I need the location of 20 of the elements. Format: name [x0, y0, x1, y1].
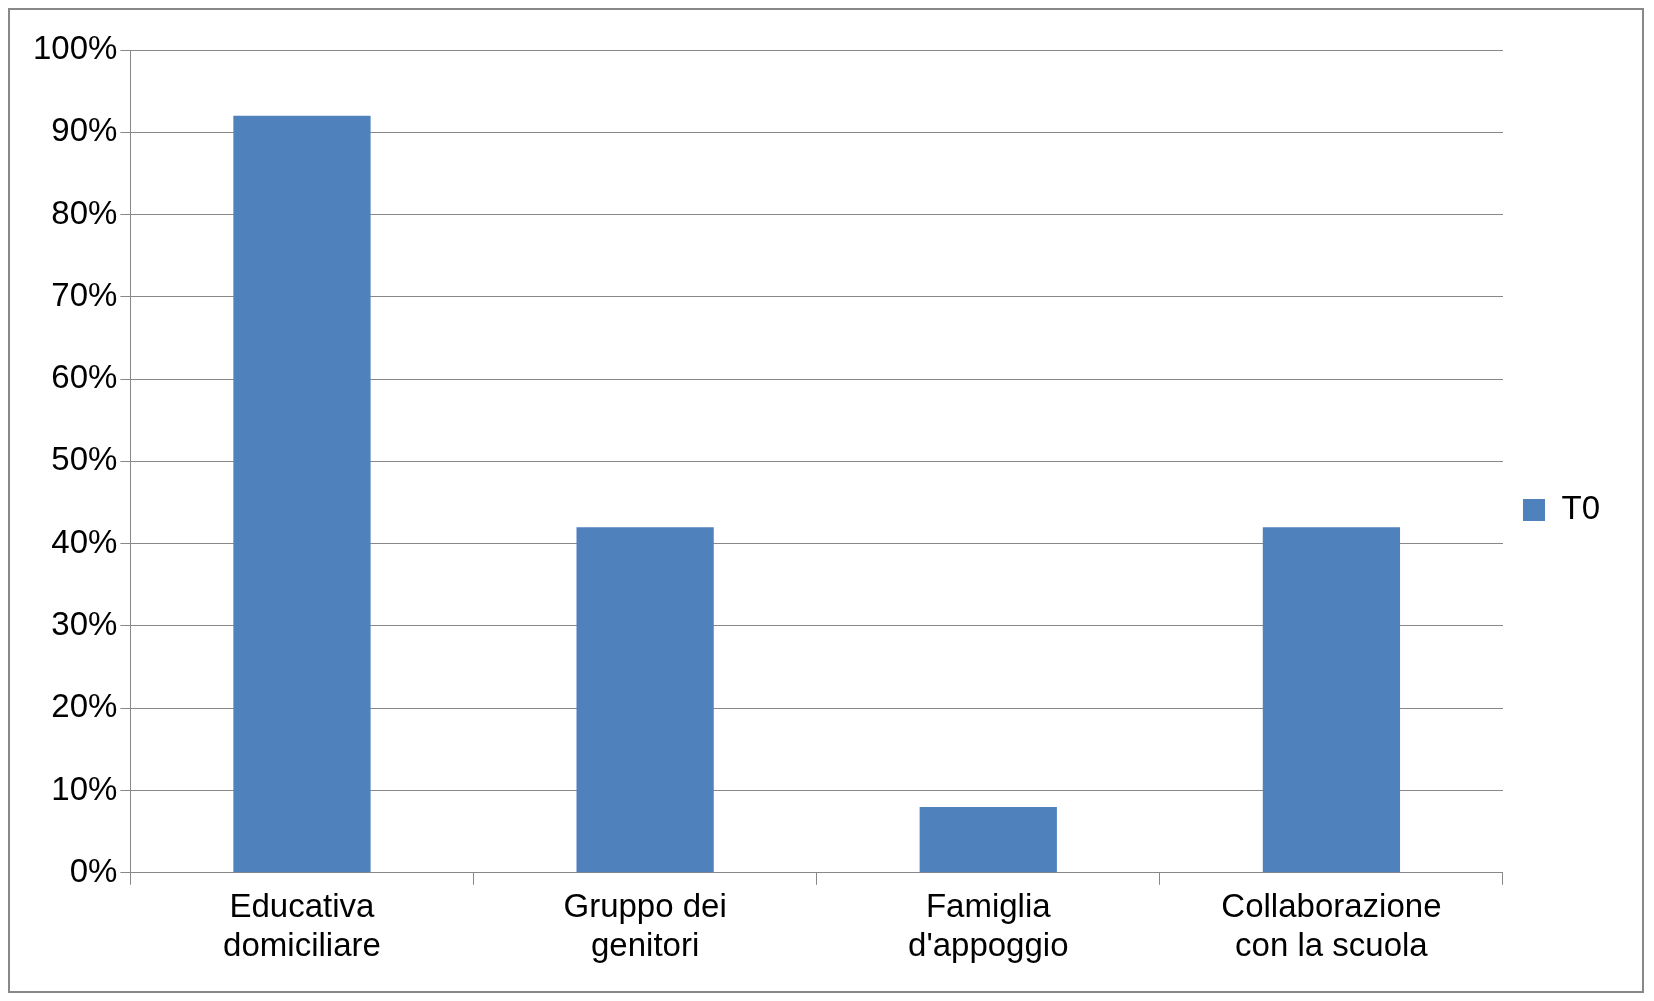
- y-tick-label: 0%: [69, 851, 118, 889]
- y-tick-label: 50%: [51, 440, 118, 478]
- y-tick-label: 70%: [51, 275, 118, 313]
- x-tick-label: Famiglia d'appoggio: [908, 886, 1069, 964]
- y-tick-label: 20%: [51, 687, 118, 725]
- y-tick-label: 80%: [51, 193, 118, 231]
- y-tick-label: 90%: [51, 111, 118, 149]
- bar: [1262, 527, 1401, 873]
- y-tick-label: 100%: [33, 29, 118, 67]
- x-tick-label: Gruppo dei genitori: [563, 886, 727, 964]
- bar: [919, 806, 1057, 873]
- bar: [576, 527, 714, 873]
- y-tick-label: 60%: [51, 358, 118, 396]
- legend-label: T0: [1561, 489, 1600, 527]
- bar: [233, 115, 371, 873]
- x-tick-label: Collaborazione con la scuola: [1221, 886, 1442, 964]
- y-tick-label: 40%: [51, 522, 118, 560]
- y-tick-label: 30%: [51, 605, 118, 643]
- x-tick-label: Educativa domiciliare: [223, 886, 381, 964]
- y-tick-label: 10%: [51, 769, 118, 807]
